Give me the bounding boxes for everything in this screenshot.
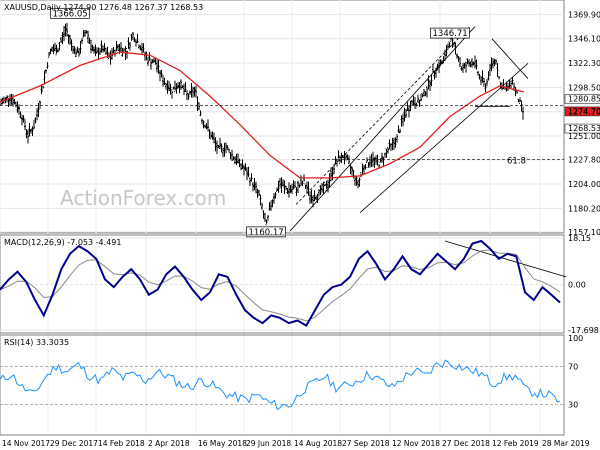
level-label: 1274.70 [568,107,600,116]
macd-signal-line [0,249,561,322]
x-axis-labels: 14 Nov 2017 29 Dec 2017 14 Feb 2018 2 Apr 2… [2,439,590,448]
annotation-label: 1160.17 [249,228,284,238]
macd-panel-frame [0,234,565,334]
price-tick-label: 1274.70 [568,108,600,117]
macd-grid [0,237,564,331]
annotation-label: 1366.05 [53,9,88,19]
price-tick-label: 1251.00 [568,132,600,141]
macd-trendline [444,240,567,278]
macd-tick-label: 0.00 [568,281,586,290]
price-tick-label: 1298.50 [568,83,600,92]
annotation-box [50,7,90,19]
price-watermark: ActionForex.com [60,186,226,210]
price-annotations: 1366.05 1346.71 1160.17 61.8 [50,7,526,238]
x-tick-label: 14 Feb 2018 [98,439,145,448]
channel-line [491,38,529,79]
price-tick-label: 1369.90 [568,10,600,19]
price-tick-label: 1180.20 [568,204,600,213]
x-tick-label: 14 Aug 2018 [294,439,342,448]
rsi-title: RSI(14) 33.3035 [4,338,69,347]
macd-title: MACD(12,26,9) -7.053 -4.491 [4,238,121,247]
rsi-line [0,359,561,411]
price-tick-label: 1346.10 [568,35,600,44]
rsi-tick-label: 30 [568,401,578,410]
annotation-label: 61.8 [507,156,526,166]
level-box [564,94,600,104]
x-tick-label: 27 Dec 2018 [442,439,490,448]
moving-average-line [0,51,525,179]
rsi-panel-frame [0,334,565,436]
price-tick-label: 1227.80 [568,156,600,165]
price-levels: 1280.85 1274.70 1268.53 [0,94,600,134]
macd-tick-label: -17.698 [568,326,599,335]
macd-y-axis: 18.15 0.00 -17.698 [568,234,599,335]
rsi-tick-label: 100 [568,334,583,343]
x-tick-label: 29 Jun 2018 [246,439,291,448]
macd-tick-label: 18.15 [568,234,591,243]
x-tick-label: 2 Apr 2018 [148,439,190,448]
rsi-tick-label: 70 [568,363,578,372]
x-tick-label: 28 Mar 2019 [542,439,590,448]
annotation-box [246,226,286,238]
x-tick-label: 27 Sep 2018 [342,439,390,448]
annotation-box [430,27,470,39]
price-tick-label: 1157.10 [568,228,600,237]
channel-lines [289,26,564,232]
level-label: 1268.53 [568,124,600,133]
price-tick-label: 1322.30 [568,59,600,68]
x-tick-label: 29 Dec 2017 [50,439,98,448]
macd-line [0,239,561,327]
x-tick-label: 16 May 2018 [198,439,247,448]
rsi-y-axis: 100 70 30 [568,334,583,410]
level-label: 1280.85 [568,94,600,103]
annotation-label: 1346.71 [433,29,468,39]
price-tick-label: 1204.00 [568,180,600,189]
x-tick-label: 12 Feb 2019 [492,439,539,448]
channel-line [295,26,471,205]
level-box [564,106,600,117]
rsi-grid [0,366,564,405]
x-tick-label: 12 Nov 2018 [392,439,440,448]
level-box [564,123,600,134]
price-title: XAUUSD,Daily 1274.90 1276.48 1267.37 126… [4,3,203,12]
x-tick-label: 14 Nov 2017 [2,439,50,448]
price-y-axis: 1369.90 1346.10 1322.30 1298.50 1274.70 1251.… [568,10,600,237]
